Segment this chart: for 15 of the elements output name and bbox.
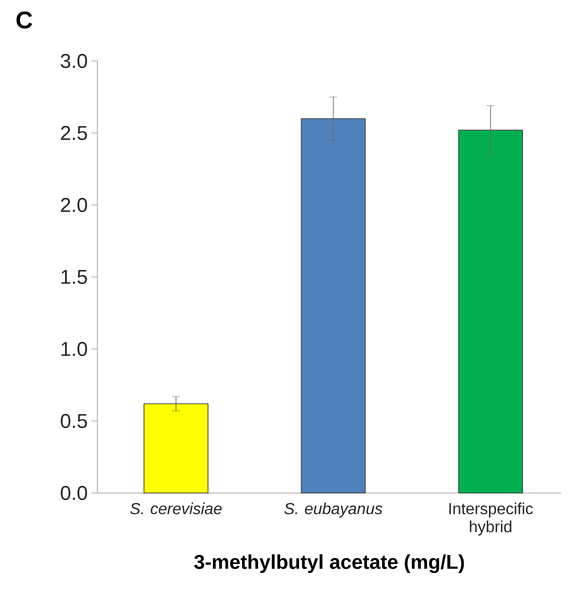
text: C [16, 12, 32, 29]
x-axis-title: 3-methylbutyl acetate (mg/L) [194, 554, 464, 574]
y-tick-label: 0.5 [60, 414, 87, 428]
y-tick-label: 1.0 [62, 342, 88, 356]
bar [458, 130, 523, 494]
x-tick-label: S. eubayanus [284, 502, 382, 518]
y-tick-label: 0.0 [60, 486, 88, 500]
bar [300, 118, 366, 494]
x-tick-label: S. cerevisiae [130, 502, 222, 514]
y-tick-label: 1.5 [62, 270, 87, 284]
y-tick-label: 2.0 [61, 198, 88, 212]
x-tick-label: Interspecific hybrid [449, 502, 533, 536]
y-tick-label: 3.0 [60, 54, 88, 68]
y-tick-label: 2.5 [61, 126, 87, 140]
bar [144, 403, 208, 494]
